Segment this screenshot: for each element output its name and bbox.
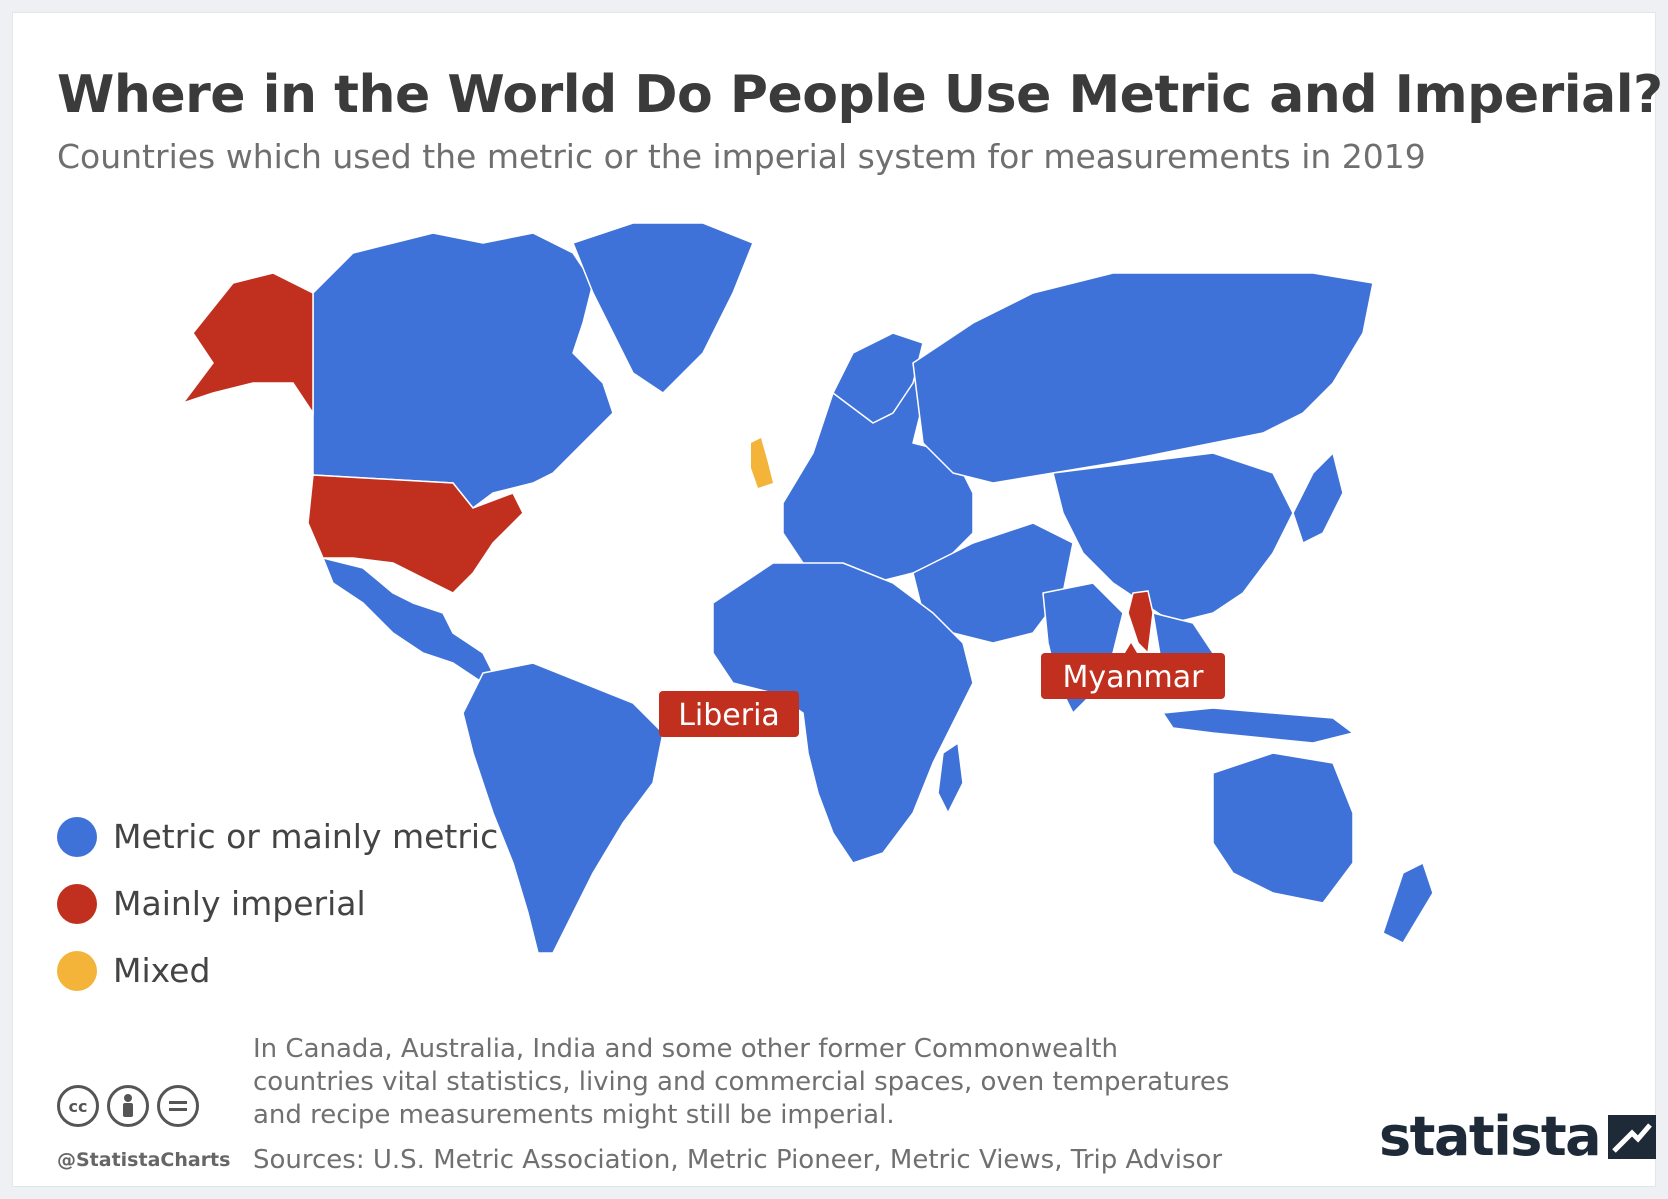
- cc-icon[interactable]: cc: [57, 1085, 99, 1127]
- usa: [307, 474, 524, 594]
- united-kingdom: [751, 438, 773, 488]
- myanmar: [1127, 590, 1154, 655]
- myanmar-callout-box: [1041, 653, 1225, 699]
- japan: [1292, 452, 1344, 544]
- legend-label-imperial: Mainly imperial: [113, 884, 366, 923]
- twitter-handle[interactable]: @StatistaCharts: [57, 1149, 231, 1171]
- brand-name: statista: [1379, 1105, 1602, 1168]
- new-zealand: [1382, 862, 1434, 944]
- attribution-icon[interactable]: [107, 1085, 149, 1127]
- mixed-countries: [751, 438, 773, 488]
- legend-label-mixed: Mixed: [113, 951, 211, 990]
- russia: [912, 272, 1374, 484]
- page-title: Where in the World Do People Use Metric …: [57, 65, 1663, 125]
- legend-item-imperial: Mainly imperial: [57, 870, 498, 937]
- indonesia: [1162, 707, 1354, 744]
- legend-item-mixed: Mixed: [57, 937, 498, 1004]
- madagascar: [937, 742, 964, 814]
- australia: [1212, 752, 1354, 904]
- imperial-countries: [180, 272, 1154, 706]
- legend-item-metric: Metric or mainly metric: [57, 803, 498, 870]
- world-map: Liberia Myanmar: [180, 222, 1434, 954]
- alaska: [180, 272, 314, 416]
- myanmar-callout: Myanmar: [1041, 643, 1225, 699]
- canada: [312, 232, 614, 509]
- liberia-callout: Liberia: [659, 691, 799, 737]
- license-icons: cc: [57, 1085, 199, 1127]
- liberia-callout-box: [659, 691, 799, 737]
- statista-logo[interactable]: statista: [1379, 1105, 1657, 1168]
- legend-dot-metric: [57, 816, 97, 857]
- statista-mark-icon: [1608, 1114, 1657, 1159]
- legend-dot-mixed: [57, 950, 97, 991]
- no-derivatives-icon[interactable]: [157, 1085, 199, 1127]
- footnote: In Canada, Australia, India and some oth…: [253, 1034, 1230, 1130]
- myanmar-label: Myanmar: [1063, 660, 1205, 695]
- greenland: [572, 222, 754, 394]
- south-america: [462, 662, 664, 954]
- sources-line: Sources: U.S. Metric Association, Metric…: [253, 1145, 1223, 1175]
- myanmar-callout-pointer: [1125, 643, 1137, 653]
- legend: Metric or mainly metric Mainly imperial …: [57, 803, 498, 1004]
- china-east-asia: [1052, 452, 1294, 624]
- page-subtitle: Countries which used the metric or the i…: [57, 137, 1426, 176]
- legend-label-metric: Metric or mainly metric: [113, 817, 499, 856]
- infographic-card: Where in the World Do People Use Metric …: [12, 12, 1663, 1187]
- liberia-label: Liberia: [678, 698, 780, 733]
- legend-dot-imperial: [57, 883, 97, 924]
